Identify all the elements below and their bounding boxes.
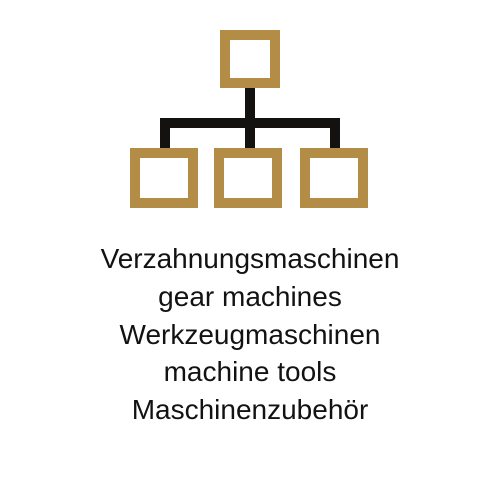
caption-block: Verzahnungsmaschinen gear machines Werkz… — [101, 240, 400, 429]
hierarchy-icon — [130, 30, 370, 210]
caption-line-3: Werkzeugmaschinen — [101, 316, 400, 354]
hierarchy-bottom-right-box — [300, 148, 368, 208]
hierarchy-connector-drop-r — [330, 118, 340, 148]
hierarchy-connector-drop-l — [160, 118, 170, 148]
hierarchy-top-box — [220, 30, 280, 88]
caption-line-1: Verzahnungsmaschinen — [101, 240, 400, 278]
caption-line-5: Maschinenzubehör — [101, 391, 400, 429]
caption-line-4: machine tools — [101, 353, 400, 391]
hierarchy-bottom-left-box — [130, 148, 198, 208]
hierarchy-bottom-mid-box — [214, 148, 282, 208]
caption-line-2: gear machines — [101, 278, 400, 316]
hierarchy-connector-drop-m — [245, 118, 255, 148]
hierarchy-connector-v — [245, 88, 255, 118]
